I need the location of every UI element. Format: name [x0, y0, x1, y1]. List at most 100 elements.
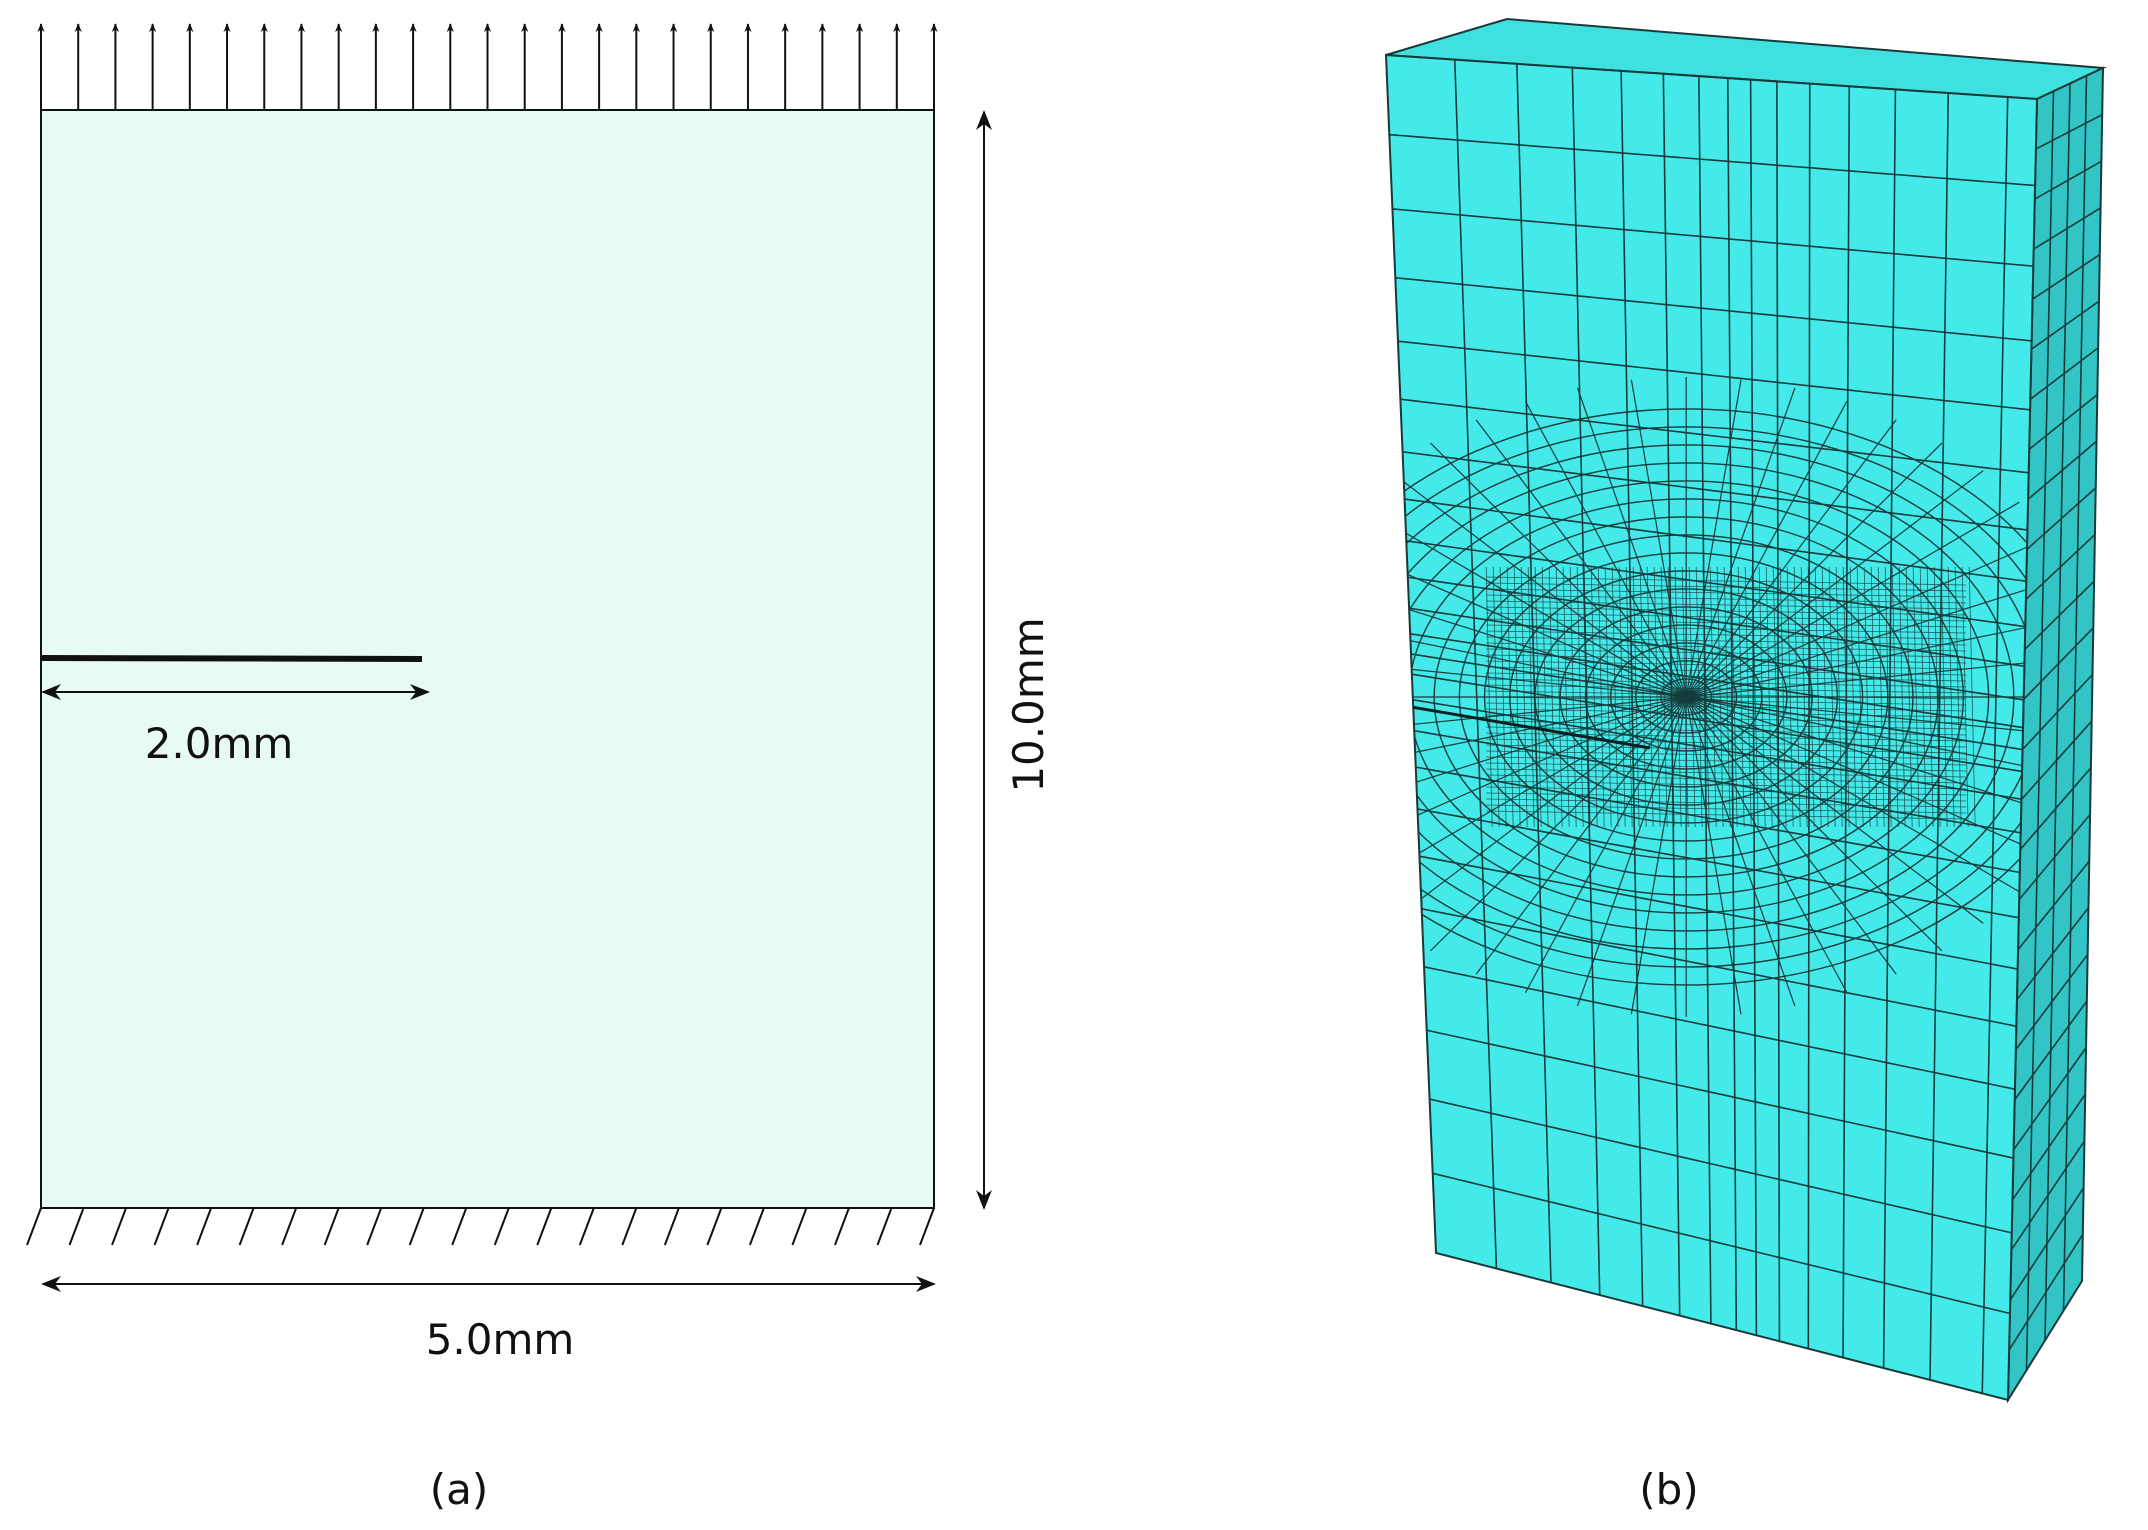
dense-mesh [1681, 566, 1689, 827]
dense-mesh [1884, 566, 1892, 827]
hatch-line [111, 1207, 127, 1246]
dense-mesh [1877, 566, 1885, 827]
mesh-ray [1685, 536, 2037, 698]
mesh-line [1432, 1172, 2011, 1315]
dense-mesh [1486, 714, 1967, 724]
dense-mesh [1506, 566, 1514, 827]
dense-mesh [1527, 566, 1535, 827]
dense-mesh [1534, 566, 1542, 827]
hatch-line [238, 1207, 255, 1246]
dense-mesh [1486, 798, 1967, 808]
dense-mesh [1486, 780, 1967, 790]
dense-mesh [1772, 566, 1780, 827]
dense-mesh [1520, 566, 1528, 827]
mesh-line [1406, 540, 2026, 628]
hatch-line [366, 1207, 383, 1246]
dense-mesh [1667, 566, 1675, 827]
dense-mesh [1961, 566, 1969, 827]
mesh-ray [1475, 419, 1687, 698]
dense-mesh [1486, 786, 1967, 796]
hatch-line [281, 1207, 298, 1246]
hatch-line [876, 1207, 893, 1246]
dense-mesh [1716, 566, 1724, 827]
dense-mesh [1807, 566, 1815, 827]
dense-mesh [1891, 566, 1899, 827]
mesh-ray [1430, 442, 1687, 698]
dense-mesh [1898, 566, 1906, 827]
crack-length-label: 2.0mm [145, 719, 294, 768]
dense-mesh [1486, 720, 1967, 730]
mesh-line [1429, 1098, 2012, 1234]
dense-mesh [1926, 566, 1934, 827]
fixed-support [26, 1207, 935, 1246]
mesh-ray [1576, 696, 1687, 1007]
dense-mesh [1744, 566, 1752, 827]
dense-mesh [1486, 804, 1967, 814]
mesh-ray [1685, 696, 1848, 993]
dense-mesh [1695, 566, 1703, 827]
mesh-ray [1386, 613, 1687, 698]
mesh-ray [1685, 419, 1897, 698]
dense-mesh [1765, 566, 1773, 827]
dense-mesh [1737, 566, 1745, 827]
dense-mesh [1604, 566, 1612, 827]
hatch-line [26, 1207, 42, 1246]
dense-mesh [1758, 566, 1766, 827]
mesh-line [1412, 698, 2022, 800]
dense-mesh [1486, 750, 1967, 760]
hatch-line [748, 1207, 765, 1246]
hatch-line [408, 1207, 425, 1246]
mesh-ray [1524, 401, 1687, 698]
mesh-line [1389, 133, 2036, 187]
mesh-line [1414, 729, 2021, 834]
dense-mesh [1786, 566, 1794, 827]
dense-mesh [1793, 566, 1801, 827]
dense-mesh [1821, 566, 1829, 827]
side-mesh-line [2025, 91, 2055, 1371]
dense-mesh [1905, 566, 1913, 827]
width-label: 5.0mm [426, 1315, 575, 1364]
mesh-line [1410, 653, 2023, 751]
hatch-line [323, 1207, 340, 1246]
dense-mesh [1702, 566, 1710, 827]
caption-b: (b) [1639, 1465, 1698, 1514]
dense-mesh [1779, 566, 1787, 827]
hatch-line [493, 1207, 510, 1246]
side-mesh-line [2062, 75, 2088, 1311]
mesh-line [1395, 276, 2032, 342]
dense-mesh [1486, 726, 1967, 736]
dense-mesh [1842, 566, 1850, 827]
dense-mesh [1486, 792, 1967, 802]
dense-mesh [1486, 582, 1967, 592]
mesh-ray [1685, 696, 2037, 858]
mesh-line [1421, 907, 2017, 1027]
dense-mesh [1912, 566, 1920, 827]
mesh-ray [1685, 401, 1848, 698]
dense-mesh [1492, 566, 1500, 827]
load-arrows [37, 23, 938, 110]
dense-mesh [1646, 566, 1654, 827]
dense-mesh [1611, 566, 1619, 827]
dense-mesh [1856, 566, 1864, 827]
dense-mesh [1555, 566, 1563, 827]
dense-mesh [1709, 566, 1717, 827]
dense-mesh [1486, 624, 1967, 634]
hatch-line [153, 1207, 170, 1246]
dense-mesh [1486, 762, 1967, 772]
mesh-line [1423, 966, 2016, 1090]
mesh-ray [1685, 442, 1943, 698]
hatch-line [834, 1207, 850, 1246]
dense-mesh [1486, 630, 1967, 640]
dense-mesh [1653, 566, 1661, 827]
hatch-line [919, 1207, 935, 1246]
dense-mesh [1486, 774, 1967, 784]
dense-mesh [1513, 566, 1521, 827]
dense-mesh [1486, 810, 1967, 820]
dense-mesh [1954, 566, 1962, 827]
dense-mesh [1674, 566, 1682, 827]
mesh-ray [1685, 696, 1742, 1015]
dense-mesh [1947, 566, 1955, 827]
mesh-line [1419, 855, 2018, 970]
